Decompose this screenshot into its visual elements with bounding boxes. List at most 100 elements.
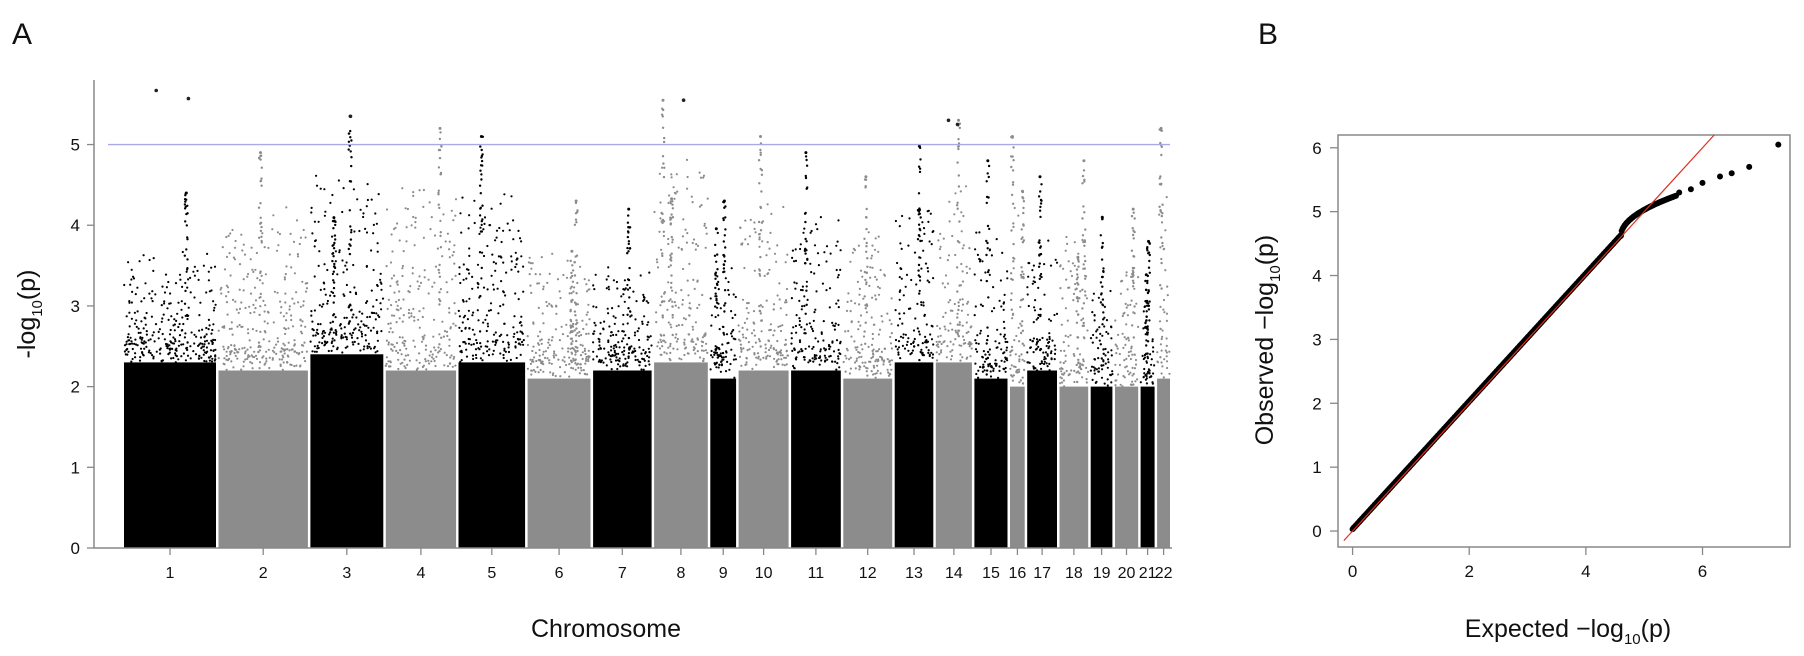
peak-snp-point (1145, 315, 1148, 318)
snp-point (265, 350, 268, 353)
snp-point (1015, 371, 1018, 374)
snp-point (448, 362, 451, 365)
snp-point (858, 287, 862, 290)
snp-point (717, 346, 720, 350)
snp-point (422, 188, 425, 192)
snp-point (532, 369, 536, 372)
snp-point (461, 196, 464, 199)
snp-point (1020, 353, 1023, 356)
snp-point (475, 341, 479, 345)
snp-point (154, 293, 157, 296)
snp-point (529, 362, 533, 365)
peak-snp-point (986, 247, 989, 250)
snp-point (744, 219, 747, 222)
snp-point (583, 349, 587, 352)
snp-point (800, 308, 803, 311)
snp-point (719, 352, 722, 355)
peak-snp-point (438, 137, 442, 141)
snp-point (317, 220, 320, 223)
peak-snp-point (1012, 260, 1015, 263)
snp-point (1145, 360, 1148, 363)
snp-point (167, 318, 170, 321)
snp-point (479, 357, 482, 360)
snp-point (548, 361, 551, 365)
peak-snp-point (865, 281, 868, 284)
snp-point (640, 352, 643, 355)
peak-snp-point (1148, 242, 1152, 245)
snp-point (738, 330, 741, 333)
snp-point (870, 343, 874, 346)
snp-point (178, 334, 182, 337)
qq-y-tick-label: 4 (1312, 267, 1321, 286)
snp-point (399, 362, 402, 365)
snp-point (416, 280, 419, 283)
peak-snp-point (350, 308, 353, 311)
snp-point (725, 350, 728, 353)
snp-point (205, 346, 208, 349)
chromosome-6-core (527, 378, 591, 548)
snp-point (433, 281, 436, 284)
snp-point (448, 338, 451, 341)
snp-point (313, 309, 316, 312)
snp-point (1061, 373, 1064, 376)
snp-point (858, 368, 861, 371)
snp-point (946, 259, 950, 262)
snp-point (790, 297, 794, 300)
snp-point (418, 361, 421, 364)
snp-point (485, 329, 488, 333)
qq-tail-point (1775, 141, 1782, 148)
snp-point (278, 232, 281, 236)
snp-point (988, 348, 992, 351)
snp-point (592, 341, 595, 344)
snp-point (1070, 369, 1073, 372)
snp-point (1067, 260, 1070, 263)
snp-point (321, 336, 324, 339)
snp-point (741, 333, 745, 336)
snp-point (1160, 257, 1163, 261)
snp-point (485, 314, 488, 317)
snp-point (710, 349, 713, 353)
snp-point (414, 221, 417, 224)
snp-point (435, 355, 438, 358)
peak-snp-point (569, 324, 572, 327)
snp-point (1068, 373, 1071, 376)
peak-snp-point (661, 300, 664, 303)
snp-point (1046, 338, 1049, 341)
snp-point (602, 327, 605, 330)
qq-x-axis-title-sub: 10 (1624, 631, 1641, 648)
snp-point (425, 368, 428, 371)
snp-point (792, 260, 796, 263)
snp-point (207, 279, 210, 282)
snp-point (1114, 343, 1117, 346)
snp-point (462, 278, 465, 281)
snp-point (859, 269, 863, 272)
chromosome-5-core (458, 362, 526, 548)
snp-point (483, 216, 487, 219)
snp-point (376, 242, 379, 245)
snp-point (823, 360, 827, 363)
snp-point (1062, 379, 1065, 382)
snp-point (310, 310, 313, 313)
peak-snp-point (670, 274, 673, 277)
snp-point (147, 351, 150, 354)
snp-point (861, 361, 864, 364)
peak-snp-point (864, 185, 867, 188)
snp-point (511, 219, 515, 222)
snp-point (1018, 358, 1021, 361)
snp-point (873, 323, 876, 326)
peak-snp-point (186, 341, 189, 344)
snp-point (867, 345, 870, 348)
peak-snp-point (1010, 345, 1014, 349)
snp-point (775, 352, 779, 355)
snp-point (443, 364, 446, 367)
peak-snp-point (1082, 205, 1085, 208)
snp-point (1094, 381, 1097, 384)
snp-point (433, 234, 437, 237)
snp-point (233, 246, 237, 249)
snp-point (661, 166, 664, 169)
snp-point (703, 222, 706, 225)
snp-point (531, 349, 534, 353)
snp-point (272, 321, 275, 324)
snp-point (612, 333, 615, 337)
snp-point (172, 356, 175, 360)
